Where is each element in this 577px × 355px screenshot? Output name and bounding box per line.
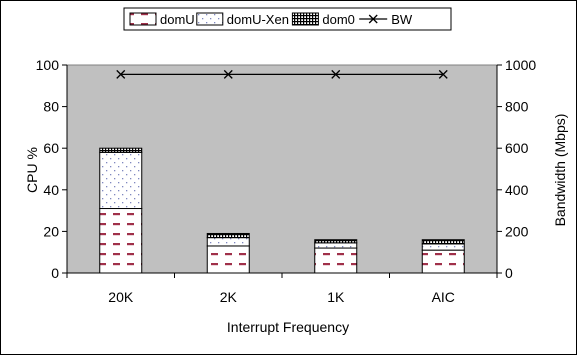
- legend-label-bw: BW: [391, 12, 413, 27]
- x-tick-label: 20K: [108, 289, 134, 305]
- bar-domu-xen-2k: [206, 237, 250, 247]
- legend-label-dom0: dom0: [322, 12, 355, 27]
- legend-swatch-domu: [129, 12, 157, 26]
- bar-domu-1k: [314, 247, 358, 274]
- y2-tick-label: 1000: [505, 57, 536, 73]
- bar-domu-xen-1k: [314, 242, 358, 249]
- x-axis-title: Interrupt Frequency: [227, 319, 349, 335]
- y-tick-label: 20: [43, 223, 59, 239]
- x-tick-label: 1K: [327, 289, 345, 305]
- legend-swatch-domu-xen: [196, 12, 224, 26]
- legend-swatch-dom0: [291, 12, 319, 26]
- y-tick-label: 0: [51, 265, 59, 281]
- bw-point-1k: [331, 69, 341, 79]
- bar-domu-2k: [206, 245, 250, 274]
- x-tick-label: AIC: [432, 289, 455, 305]
- bar-dom0-aic: [421, 239, 465, 245]
- legend: domU domU-Xen dom0 BW: [123, 7, 452, 31]
- bw-point-20k: [116, 69, 126, 79]
- bar-dom0-2k: [206, 232, 250, 239]
- bw-point-aic: [438, 69, 448, 79]
- y-axis-title: CPU %: [24, 147, 40, 193]
- y-tick-label: 40: [43, 182, 59, 198]
- y2-tick-label: 0: [505, 265, 513, 281]
- y-tick-label: 80: [43, 99, 59, 115]
- bw-line-series: [116, 69, 448, 79]
- bars: [99, 147, 465, 274]
- legend-label-domu: domU: [160, 12, 195, 27]
- y2-axis-title: Bandwidth (Mbps): [552, 114, 568, 227]
- bar-domu-xen-20k: [99, 151, 143, 210]
- y-tick-label: 100: [36, 57, 60, 73]
- bar-dom0-20k: [99, 147, 143, 153]
- x-tick-label: 2K: [220, 289, 238, 305]
- y-tick-label: 60: [43, 140, 59, 156]
- legend-swatch-bw-marker: [368, 14, 378, 24]
- y2-tick-label: 200: [505, 223, 529, 239]
- y2-tick-label: 800: [505, 99, 529, 115]
- bw-point-2k: [223, 69, 233, 79]
- legend-label-domu-xen: domU-Xen: [227, 12, 289, 27]
- y2-tick-label: 400: [505, 182, 529, 198]
- bar-domu-aic: [421, 249, 465, 274]
- bar-dom0-1k: [314, 239, 358, 244]
- bar-domu-20k: [99, 208, 143, 274]
- bar-domu-xen-aic: [421, 243, 465, 251]
- y2-tick-label: 600: [505, 140, 529, 156]
